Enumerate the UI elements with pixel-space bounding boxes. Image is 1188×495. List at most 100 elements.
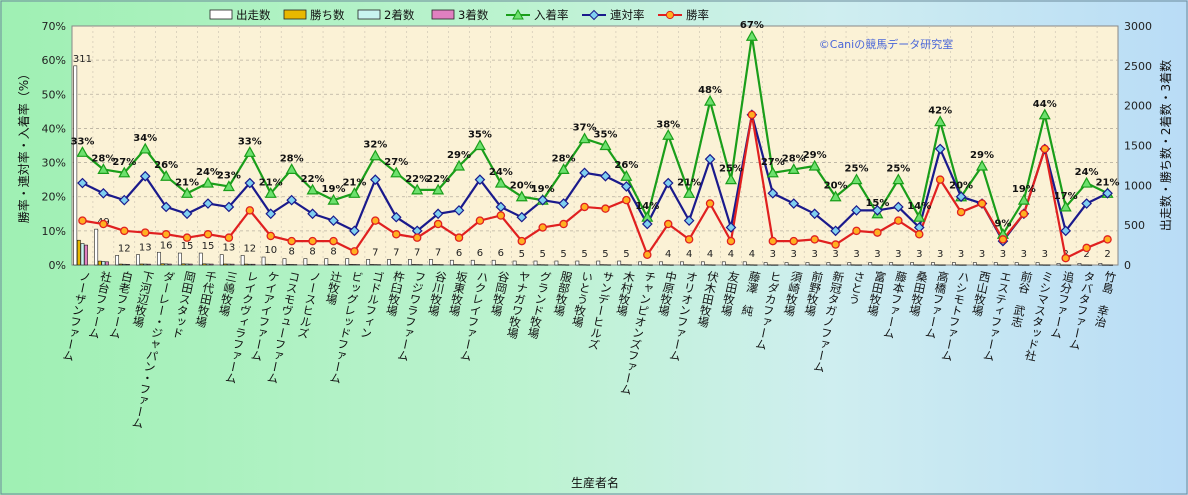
bar-勝ち数 [1039, 264, 1044, 266]
point-入着率 [662, 129, 675, 140]
data-label-入着率: 23% [217, 170, 241, 181]
point-勝率 [371, 216, 380, 225]
data-label-入着率: 29% [970, 150, 994, 161]
bar-2着数 [80, 243, 85, 266]
count-label: 13 [223, 243, 236, 254]
bar-勝ち数 [348, 264, 353, 266]
count-label: 10 [264, 245, 277, 256]
point-連対率 [1060, 225, 1072, 237]
point-入着率 [97, 163, 110, 174]
bar-2着数 [812, 264, 817, 266]
count-label: 13 [139, 243, 152, 254]
point-勝率 [496, 211, 506, 220]
point-勝率 [329, 236, 338, 246]
data-label-入着率: 27% [761, 157, 785, 168]
bar-3着数 [460, 264, 465, 266]
bar-2着数 [268, 263, 273, 266]
count-label: 7 [435, 247, 441, 258]
bar-勝ち数 [934, 264, 939, 266]
point-勝率 [120, 226, 129, 236]
bar-勝ち数 [516, 264, 521, 266]
point-入着率 [494, 176, 507, 188]
count-label: 15 [181, 241, 194, 252]
data-label-入着率: 22% [426, 174, 450, 185]
point-入着率 [285, 163, 298, 174]
point-入着率 [620, 169, 633, 181]
data-label-入着率: 19% [1012, 184, 1036, 195]
bar-勝ち数 [955, 264, 960, 266]
bar-2着数 [687, 264, 692, 266]
data-label-入着率: 14% [635, 201, 659, 212]
data-label-入着率: 21% [342, 177, 366, 188]
count-label: 3 [1042, 249, 1048, 260]
data-label-入着率: 34% [133, 133, 157, 144]
data-label-入着率: 21% [175, 177, 199, 188]
bar-出走数 [282, 258, 287, 266]
point-入着率 [808, 159, 821, 171]
count-label: 5 [519, 249, 525, 260]
point-勝率 [350, 247, 359, 256]
bar-3着数 [523, 264, 528, 266]
point-連対率 [621, 181, 632, 192]
count-label: 12 [118, 243, 131, 254]
point-連対率 [118, 194, 130, 206]
bar-2着数 [352, 264, 357, 266]
bar-2着数 [540, 264, 545, 266]
bar-勝ち数 [432, 264, 437, 266]
point-入着率 [139, 142, 152, 154]
point-勝率 [1103, 235, 1112, 244]
bar-出走数 [73, 65, 78, 266]
x-tick-label: 谷岡牧場 [488, 270, 511, 319]
bar-2着数 [980, 264, 984, 266]
bar-出走数 [868, 262, 873, 266]
bar-勝ち数 [139, 263, 144, 266]
bar-2着数 [331, 264, 336, 266]
bar-2着数 [896, 264, 901, 266]
bar-勝ち数 [725, 264, 730, 266]
bar-2着数 [206, 263, 210, 266]
legend: 出走数 勝ち数 2着数 3着数 入着率 連対率 勝率 [209, 8, 709, 22]
point-勝率 [266, 231, 275, 241]
bar-出走数 [993, 262, 998, 266]
bar-2着数 [394, 264, 399, 266]
bar-2着数 [750, 264, 754, 266]
legend-marker [512, 8, 524, 20]
point-連対率 [641, 218, 653, 230]
count-label: 4 [665, 249, 671, 260]
bar-3着数 [607, 264, 611, 266]
y-tick-label: 0% [49, 259, 66, 272]
data-label-入着率: 21% [1096, 177, 1120, 188]
point-連対率 [537, 194, 549, 206]
bar-3着数 [753, 264, 758, 266]
count-label: 8 [309, 247, 315, 258]
bar-勝ち数 [328, 264, 332, 266]
bar-2着数 [185, 263, 189, 266]
point-入着率 [306, 183, 319, 195]
point-勝率 [789, 236, 798, 246]
bar-出走数 [198, 252, 203, 266]
bar-2着数 [729, 264, 733, 266]
point-勝率 [559, 219, 568, 229]
point-連対率 [600, 170, 611, 182]
point-連対率 [390, 211, 402, 223]
bar-勝ち数 [453, 264, 458, 266]
point-連対率 [244, 177, 256, 189]
bar-2着数 [624, 264, 629, 266]
data-label-入着率: 25% [886, 164, 910, 175]
point-連対率 [181, 208, 193, 220]
legend-swatch [283, 9, 307, 20]
point-入着率 [745, 30, 758, 41]
point-連対率 [1102, 187, 1113, 199]
point-入着率 [599, 139, 612, 151]
data-label-入着率: 28% [280, 153, 304, 164]
count-label: 3 [832, 249, 838, 260]
point-勝率 [245, 206, 255, 215]
point-連対率 [265, 208, 277, 220]
bar-勝ち数 [1102, 264, 1106, 266]
bar-出走数 [449, 259, 454, 266]
bar-出走数 [366, 259, 371, 266]
y2-tick-label: 2000 [1124, 100, 1152, 113]
point-勝率 [601, 204, 610, 213]
legend-label: 勝率 [686, 8, 709, 22]
point-勝率 [956, 207, 966, 217]
